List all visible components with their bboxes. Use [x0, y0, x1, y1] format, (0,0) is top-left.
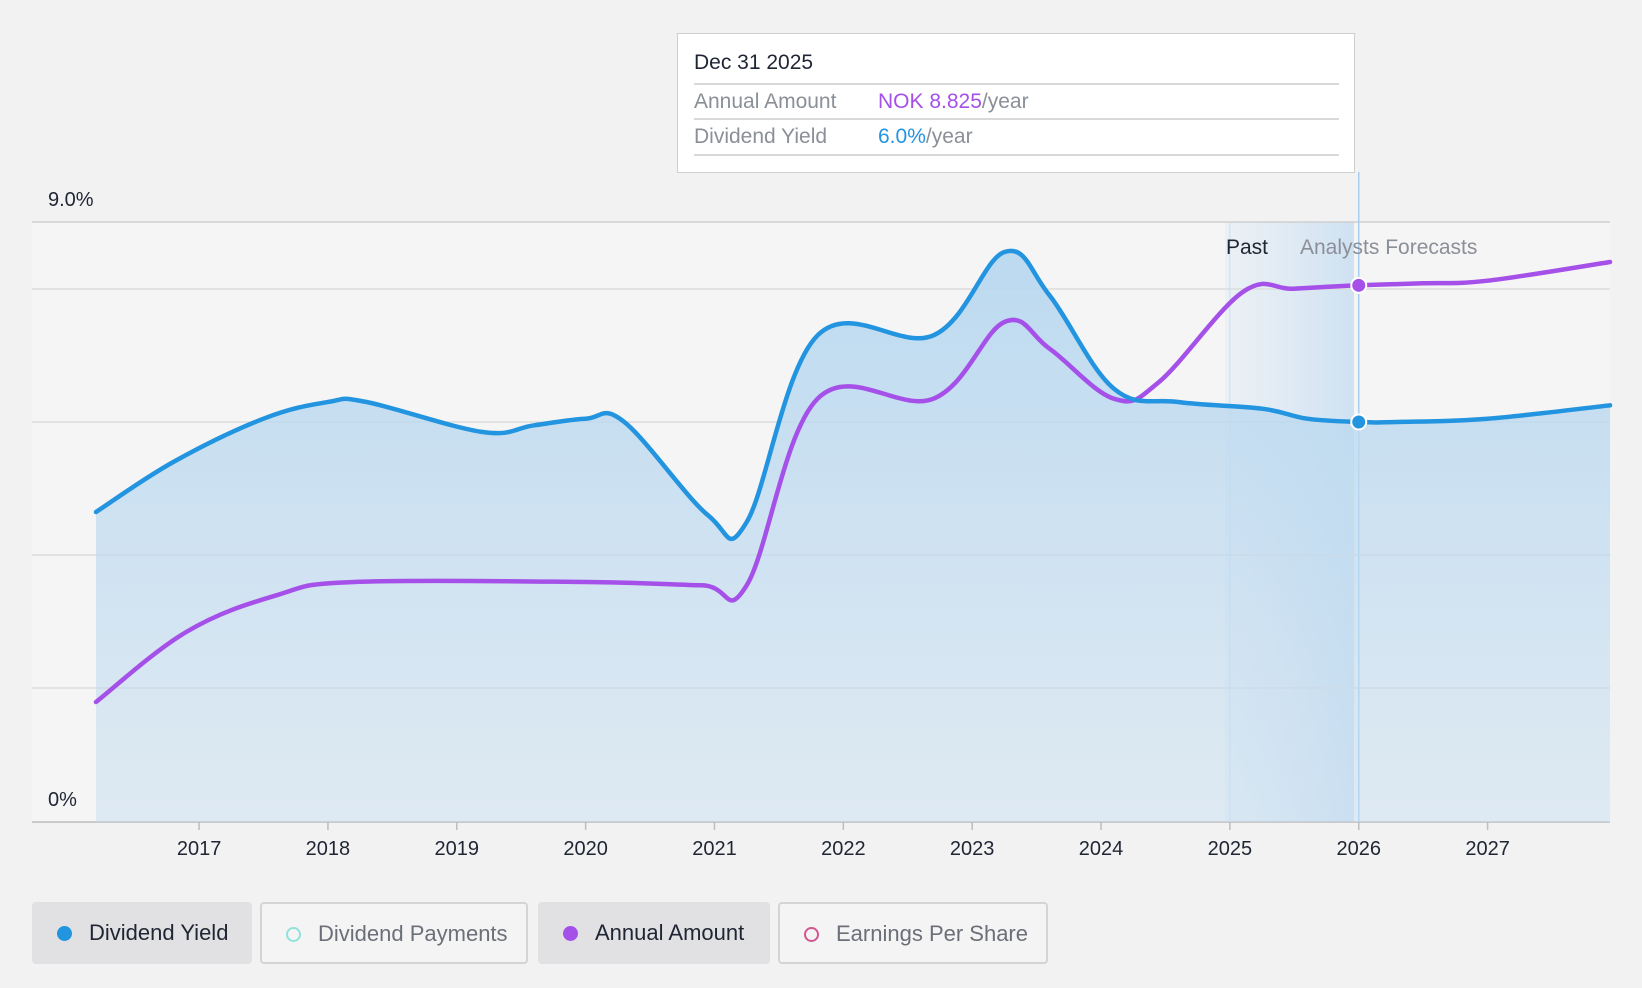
- yield-area: [96, 250, 1610, 823]
- x-tick-label: 2017: [177, 838, 222, 860]
- tooltip-unit: /year: [981, 90, 1029, 113]
- series-markers: [1350, 276, 1368, 431]
- x-tick-label: 2020: [563, 838, 608, 860]
- y-tick-label-max: 9.0%: [48, 189, 94, 211]
- dividend-payments-ring-icon: [286, 927, 301, 942]
- tooltip-amount-value: NOK 8.825: [878, 90, 982, 113]
- legend-toggle-dividend-payments[interactable]: Dividend Payments: [260, 902, 528, 964]
- x-tick-label: 2018: [306, 838, 351, 860]
- annual-amount-line: [93, 259, 1613, 705]
- tooltip-value: NOK 8.825/year: [878, 85, 1029, 119]
- tooltip-row-annual-amount: Annual Amount NOK 8.825/year: [694, 83, 1339, 119]
- y-tick-label-min: 0%: [48, 789, 77, 811]
- tooltip-row-dividend-yield: Dividend Yield 6.0%/year: [694, 118, 1339, 156]
- amount-marker: [1350, 276, 1368, 294]
- x-tick-label: 2025: [1208, 838, 1253, 860]
- forecast-region-label: Analysts Forecasts: [1300, 236, 1477, 259]
- dividend-yield-area: [96, 250, 1610, 823]
- tooltip-unit: /year: [925, 125, 973, 148]
- x-tick-label: 2023: [950, 838, 995, 860]
- legend-toggle-annual-amount[interactable]: Annual Amount: [538, 902, 770, 964]
- tooltip-yield-value: 6.0%: [878, 125, 926, 148]
- legend-label: Earnings Per Share: [836, 921, 1028, 946]
- legend-toggle-dividend-yield[interactable]: Dividend Yield: [32, 902, 252, 964]
- tooltip-value: 6.0%/year: [878, 120, 973, 154]
- x-tick-label: 2026: [1336, 838, 1381, 860]
- past-region-label: Past: [1226, 236, 1268, 259]
- x-tick-label: 2019: [435, 838, 480, 860]
- x-axis-ticks: 2017 2018 2019 2020 2021 2022 2023 2024 2025 2026…: [177, 822, 1510, 860]
- legend-label: Dividend Yield: [89, 920, 229, 945]
- hover-tooltip: Dec 31 2025 Annual Amount NOK 8.825/year…: [677, 33, 1355, 173]
- legend-label: Annual Amount: [595, 920, 745, 945]
- annual-amount-dot-icon: [563, 926, 578, 941]
- x-tick-label: 2024: [1079, 838, 1124, 860]
- tooltip-label: Annual Amount: [694, 90, 837, 113]
- dividend-yield-dot-icon: [57, 926, 72, 941]
- earnings-per-share-ring-icon: [804, 927, 819, 942]
- dividend-yield-line: [93, 248, 1613, 542]
- x-tick-label: 2027: [1465, 838, 1510, 860]
- legend-toggle-earnings-per-share[interactable]: Earnings Per Share: [778, 902, 1048, 964]
- tooltip-date: Dec 31 2025: [694, 51, 814, 74]
- x-tick-label: 2021: [692, 838, 737, 860]
- series-lines: [93, 248, 1613, 705]
- tooltip-label: Dividend Yield: [694, 125, 828, 148]
- legend-label: Dividend Payments: [318, 921, 508, 946]
- x-tick-label: 2022: [821, 838, 866, 860]
- yield-marker: [1350, 413, 1368, 431]
